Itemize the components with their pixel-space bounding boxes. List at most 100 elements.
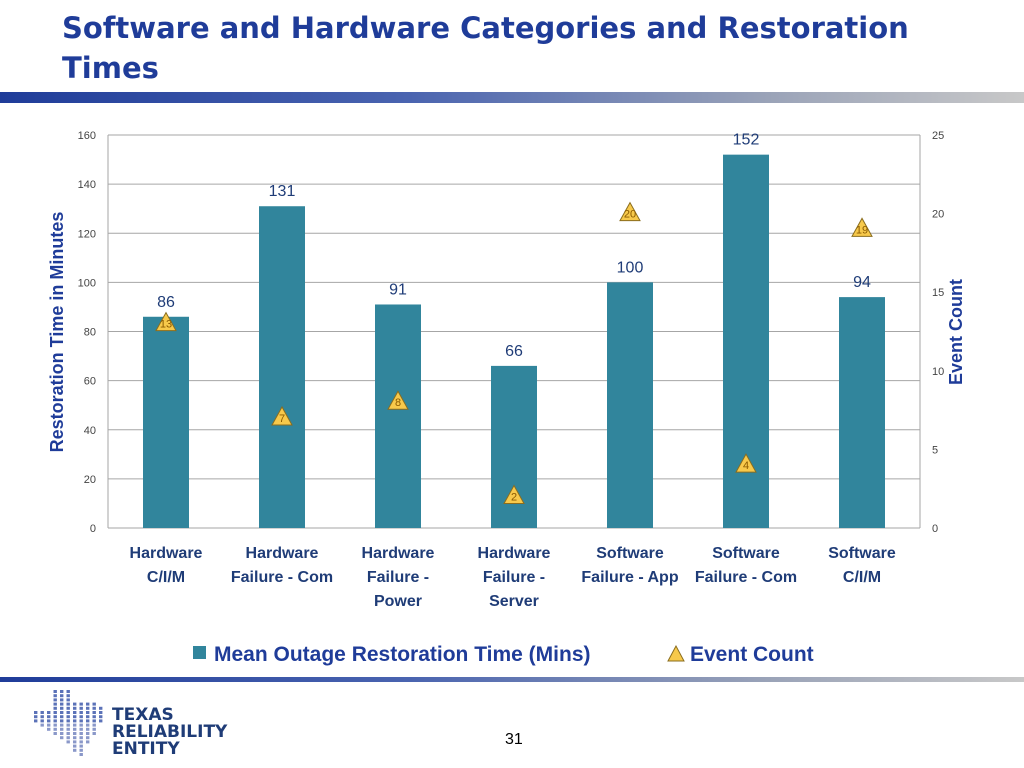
logo-dot (73, 732, 77, 735)
logo-dot (73, 723, 77, 727)
category-label: Hardware (246, 545, 319, 562)
logo-dot (40, 715, 44, 719)
event-count-label: 20 (624, 209, 636, 221)
logo-dot (53, 727, 57, 731)
restoration-time-chart: 0 20 40 60 80 100 120 140 160 0 5 10 15 20 25 86 131 91 6… (47, 130, 966, 666)
logo-dot (79, 723, 83, 727)
logo-dot (60, 694, 64, 698)
event-marker (735, 453, 757, 473)
logo-dot (66, 702, 70, 706)
legend: Mean Outage Restoration Time (Mins) Even… (193, 643, 814, 666)
bar-value-label: 94 (853, 274, 871, 291)
logo-dot (79, 740, 83, 744)
page-title: Software and Hardware Categories and Res… (62, 11, 909, 85)
y2-tick-label: 0 (932, 523, 938, 535)
logo-dot (79, 706, 83, 710)
logo-dot (92, 706, 96, 710)
logo-dot (92, 732, 96, 735)
logo-dot (86, 732, 90, 735)
logo-dot (92, 719, 96, 723)
logo-dot (66, 719, 70, 723)
logo-dot (47, 727, 51, 731)
logo-dot (47, 715, 51, 719)
y-tick-label: 20 (84, 474, 96, 486)
y2-tick-label: 15 (932, 287, 944, 299)
logo-dot (66, 690, 70, 693)
logo-dot (66, 715, 70, 719)
category-label: Server (489, 593, 539, 610)
logo-dot (73, 727, 77, 731)
event-marker (619, 201, 641, 222)
category-label: Software (712, 545, 780, 562)
bar-series: 86 131 91 66 100 152 94 (143, 132, 885, 528)
logo-dot (73, 702, 77, 706)
title-divider (0, 92, 1024, 103)
bar-value-label: 152 (733, 132, 760, 149)
logo-dot (73, 715, 77, 719)
bar-value-label: 100 (617, 259, 644, 276)
event-count-label: 2 (511, 492, 517, 504)
category-labels: Hardware C/I/M Hardware Failure - Com Hardwa… (130, 545, 896, 610)
y-tick-label: 100 (78, 277, 96, 289)
logo-dot (86, 719, 90, 723)
logo-dot (60, 732, 64, 735)
logo-dot (60, 706, 64, 710)
logo-dot (66, 698, 70, 702)
event-count-label: 7 (279, 413, 285, 425)
axes: 0 20 40 60 80 100 120 140 160 0 5 10 15 20 25 (78, 130, 945, 535)
logo-dot (66, 723, 70, 727)
footer-divider (0, 677, 1024, 682)
y-axis-title: Restoration Time in Minutes (47, 212, 67, 453)
legend-label-event-count: Event Count (690, 643, 814, 666)
logo-dot (66, 736, 70, 740)
logo-dot (79, 753, 83, 756)
logo-dot (60, 711, 64, 714)
logo-dot (47, 711, 51, 714)
event-marker (271, 405, 293, 426)
y-tick-label: 140 (78, 179, 96, 191)
logo-dot (53, 690, 57, 693)
logo-dot (53, 732, 57, 735)
logo-dot (92, 711, 96, 714)
logo-dot (86, 711, 90, 714)
category-label: Failure - App (581, 569, 678, 586)
logo-dot (86, 740, 90, 744)
logo-dot (34, 719, 38, 723)
event-count-label: 4 (743, 460, 749, 472)
logo-dot (73, 740, 77, 744)
event-count-label: 13 (160, 319, 172, 331)
logo-dot (53, 715, 57, 719)
logo-dot (53, 719, 57, 723)
y-tick-label: 160 (78, 130, 96, 142)
logo-dot (86, 702, 90, 706)
logo-dot (79, 744, 83, 748)
logo-dot (60, 723, 64, 727)
logo-dot (66, 711, 70, 714)
legend-triangle-swatch (667, 644, 685, 662)
event-marker (387, 390, 409, 410)
category-label: Software (596, 545, 664, 562)
event-count-label: 8 (395, 397, 401, 409)
bar (259, 206, 305, 528)
y-tick-label: 120 (78, 228, 96, 240)
y2-tick-label: 10 (932, 366, 944, 378)
logo-dot (73, 706, 77, 710)
logo-dot (92, 727, 96, 731)
logo-dot (60, 715, 64, 719)
logo-dot (53, 711, 57, 714)
bar (839, 297, 885, 528)
logo-dot (66, 727, 70, 731)
bar (607, 282, 653, 528)
logo-dot (79, 702, 83, 706)
category-label: Failure - (367, 569, 429, 586)
y-tick-label: 80 (84, 327, 96, 339)
logo-dot (92, 723, 96, 727)
logo-dot (66, 694, 70, 698)
event-marker (851, 217, 873, 237)
logo-dot (60, 736, 64, 740)
logo-dot (73, 736, 77, 740)
bar-value-label: 91 (389, 281, 407, 298)
logo-dot (73, 719, 77, 723)
category-label: C/I/M (147, 569, 185, 586)
logo-dot (92, 715, 96, 719)
